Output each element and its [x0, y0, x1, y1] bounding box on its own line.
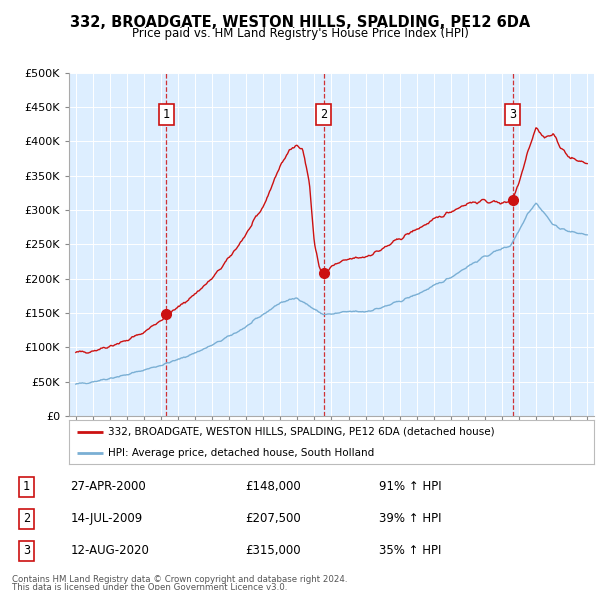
- Text: 35% ↑ HPI: 35% ↑ HPI: [379, 544, 441, 557]
- Text: 2: 2: [23, 512, 30, 525]
- Text: 14-JUL-2009: 14-JUL-2009: [70, 512, 142, 525]
- Text: 27-APR-2000: 27-APR-2000: [70, 480, 146, 493]
- Text: Price paid vs. HM Land Registry's House Price Index (HPI): Price paid vs. HM Land Registry's House …: [131, 27, 469, 40]
- Text: 39% ↑ HPI: 39% ↑ HPI: [379, 512, 441, 525]
- Text: 3: 3: [23, 544, 30, 557]
- Text: 332, BROADGATE, WESTON HILLS, SPALDING, PE12 6DA: 332, BROADGATE, WESTON HILLS, SPALDING, …: [70, 15, 530, 30]
- Text: £148,000: £148,000: [245, 480, 301, 493]
- Text: £315,000: £315,000: [245, 544, 301, 557]
- Text: £207,500: £207,500: [245, 512, 301, 525]
- Text: Contains HM Land Registry data © Crown copyright and database right 2024.: Contains HM Land Registry data © Crown c…: [12, 575, 347, 584]
- Text: HPI: Average price, detached house, South Holland: HPI: Average price, detached house, Sout…: [109, 448, 374, 458]
- Text: This data is licensed under the Open Government Licence v3.0.: This data is licensed under the Open Gov…: [12, 583, 287, 590]
- Text: 1: 1: [163, 108, 170, 121]
- Text: 2: 2: [320, 108, 327, 121]
- Text: 3: 3: [509, 108, 516, 121]
- Text: 12-AUG-2020: 12-AUG-2020: [70, 544, 149, 557]
- Text: 1: 1: [23, 480, 30, 493]
- Text: 91% ↑ HPI: 91% ↑ HPI: [379, 480, 441, 493]
- Text: 332, BROADGATE, WESTON HILLS, SPALDING, PE12 6DA (detached house): 332, BROADGATE, WESTON HILLS, SPALDING, …: [109, 427, 495, 437]
